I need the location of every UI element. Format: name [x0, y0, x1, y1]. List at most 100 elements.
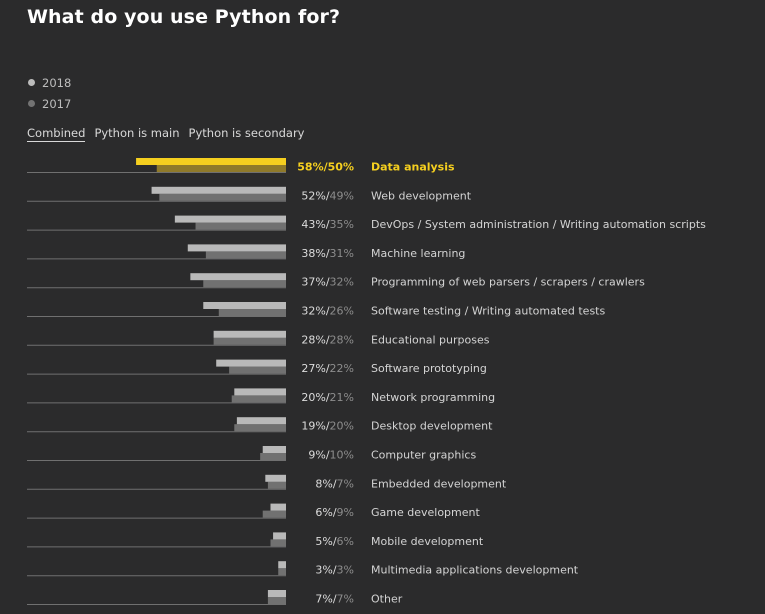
bar-row: 7%/7% Other — [27, 590, 403, 606]
value-2018: 37% — [301, 276, 325, 289]
value-2017: 6% — [337, 535, 354, 548]
bar-2017 — [205, 251, 286, 259]
value-label: 3%/3% — [315, 564, 354, 577]
value-2017: 20% — [330, 420, 354, 433]
value-label: 9%/10% — [308, 449, 354, 462]
bar-row: 38%/31% Machine learning — [27, 244, 465, 260]
bar-2017 — [267, 597, 286, 604]
bar-2017 — [267, 481, 286, 489]
bar-2017 — [229, 366, 286, 374]
value-2018: 9% — [308, 449, 325, 462]
category-label: Educational purposes — [371, 333, 490, 346]
bar-2018 — [278, 561, 286, 569]
value-2018: 52% — [301, 189, 325, 202]
value-separator: / — [333, 477, 337, 490]
category-label: Game development — [371, 506, 480, 519]
tab-combined[interactable]: Combined — [27, 126, 86, 142]
value-separator: / — [326, 449, 330, 462]
category-label: Desktop development — [371, 420, 493, 433]
bar-2018 — [187, 244, 286, 252]
chart-title: What do you use Python for? — [27, 6, 341, 28]
value-2017: 9% — [337, 506, 354, 519]
bar-2017 — [213, 337, 286, 345]
value-2017: 22% — [330, 362, 354, 375]
value-separator: / — [326, 333, 330, 346]
bar-2018 — [136, 158, 286, 165]
value-separator: / — [326, 276, 330, 289]
value-2017: 35% — [330, 218, 354, 231]
value-separator: / — [333, 506, 337, 519]
bar-2017 — [203, 280, 286, 288]
value-2017: 21% — [330, 391, 354, 404]
value-2018: 3% — [315, 564, 332, 577]
bar-row: 5%/6% Mobile development — [27, 532, 484, 548]
value-2018: 7% — [315, 593, 332, 606]
value-separator: / — [326, 391, 330, 404]
category-label: Network programming — [371, 391, 495, 404]
bar-2017 — [234, 424, 286, 432]
category-label: Web development — [371, 189, 472, 202]
value-label: 32%/26% — [301, 305, 354, 318]
bar-2018 — [273, 532, 286, 540]
legend-item-2018: 2018 — [27, 72, 71, 93]
value-separator: / — [326, 362, 330, 375]
legend-dot-2017 — [28, 100, 35, 107]
category-label: Software testing / Writing automated tes… — [371, 305, 605, 318]
bar-row: 6%/9% Game development — [27, 503, 480, 519]
value-separator: / — [324, 161, 329, 174]
value-separator: / — [333, 535, 337, 548]
bar-2017 — [260, 453, 286, 460]
value-2018: 38% — [301, 247, 325, 260]
bar-2018 — [262, 446, 286, 453]
value-2018: 32% — [301, 305, 325, 318]
bar-2018 — [213, 330, 286, 338]
bar-2018 — [151, 186, 286, 194]
value-label: 5%/6% — [315, 535, 354, 548]
bar-row: 8%/7% Embedded development — [27, 474, 507, 490]
bar-row: 27%/22% Software prototyping — [27, 359, 487, 375]
bar-2018 — [234, 388, 286, 396]
category-label: Software prototyping — [371, 362, 487, 375]
tab-python-is-main[interactable]: Python is main — [94, 126, 180, 140]
value-2018: 28% — [301, 333, 325, 346]
legend: 2018 2017 — [27, 72, 71, 114]
category-label: Programming of web parsers / scrapers / … — [371, 276, 645, 289]
category-label: Other — [371, 593, 403, 606]
value-label: 6%/9% — [315, 506, 354, 519]
value-2017: 3% — [337, 564, 354, 577]
legend-dot-2018 — [28, 79, 35, 86]
bar-2018 — [203, 302, 286, 309]
value-2017: 31% — [330, 247, 354, 260]
bar-2018 — [174, 215, 286, 223]
bar-2018 — [236, 417, 286, 425]
bar-2018 — [216, 359, 286, 367]
value-2018: 58% — [297, 161, 323, 174]
value-label: 43%/35% — [301, 218, 354, 231]
bar-2017 — [270, 539, 286, 547]
bar-2018 — [265, 474, 286, 482]
bar-2017 — [159, 193, 286, 201]
value-label: 38%/31% — [301, 247, 354, 260]
value-label: 37%/32% — [301, 276, 354, 289]
value-2018: 27% — [301, 362, 325, 375]
value-2018: 19% — [301, 420, 325, 433]
value-label: 27%/22% — [301, 362, 354, 375]
value-2017: 26% — [330, 305, 354, 318]
bar-2017 — [278, 568, 286, 576]
value-2017: 7% — [337, 477, 354, 490]
value-label: 28%/28% — [301, 333, 354, 346]
bar-2018 — [190, 273, 286, 281]
category-label: Machine learning — [371, 247, 465, 260]
value-separator: / — [326, 189, 330, 202]
bar-2018 — [267, 590, 286, 597]
value-separator: / — [326, 420, 330, 433]
category-label: Data analysis — [371, 161, 455, 174]
value-2017: 50% — [328, 161, 354, 174]
value-label: 20%/21% — [301, 391, 354, 404]
value-label: 19%/20% — [301, 420, 354, 433]
tab-python-is-secondary[interactable]: Python is secondary — [188, 126, 305, 140]
category-label: Embedded development — [371, 477, 507, 490]
category-label: Computer graphics — [371, 449, 476, 462]
filter-tabs: Combined Python is main Python is second… — [27, 126, 314, 142]
